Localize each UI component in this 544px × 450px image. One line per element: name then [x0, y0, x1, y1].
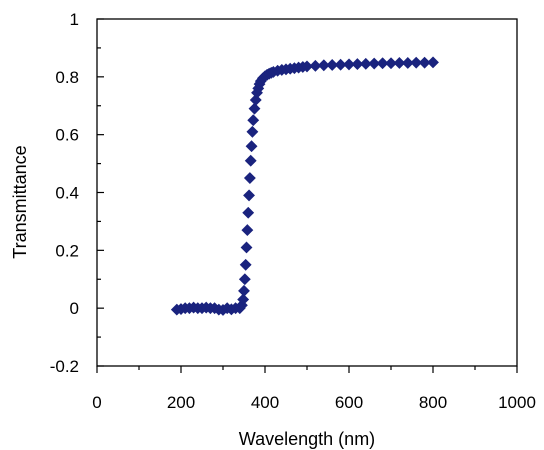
y-axis-title: Transmittance — [10, 145, 30, 258]
data-point — [309, 59, 322, 72]
data-point — [418, 56, 431, 69]
data-point — [343, 58, 355, 71]
data-point — [317, 59, 330, 72]
data-point — [245, 140, 258, 153]
x-tick-label: 400 — [251, 393, 279, 412]
data-point — [301, 60, 313, 73]
data-point — [246, 125, 259, 138]
data-point — [249, 94, 262, 106]
data-point — [241, 224, 254, 237]
data-point — [376, 57, 389, 70]
tick-labels: 0 200 400 600 800 1000 -0.2 0 0.2 0.4 0.6 0.8 1 — [50, 10, 536, 412]
data-point — [410, 56, 423, 69]
y-tick-label: 0.2 — [55, 241, 79, 260]
data-point — [248, 102, 261, 115]
y-tick-label: -0.2 — [50, 357, 79, 376]
data-point — [239, 258, 252, 271]
x-tick-label: 600 — [335, 393, 363, 412]
data-point — [368, 57, 381, 70]
y-tick-label: 1 — [70, 10, 79, 29]
y-tick-label: 0.8 — [55, 68, 79, 87]
data-point — [238, 273, 251, 286]
x-tick-label: 0 — [92, 393, 101, 412]
x-axis-title: Wavelength (nm) — [239, 429, 375, 449]
data-point — [243, 172, 256, 184]
data-point — [427, 56, 439, 69]
data-point — [351, 58, 364, 71]
data-point — [247, 114, 260, 127]
x-tick-label: 200 — [167, 393, 195, 412]
y-tick-label: 0.6 — [55, 126, 79, 145]
data-point — [237, 293, 250, 306]
data-point — [393, 57, 406, 69]
x-tick-label: 800 — [419, 393, 447, 412]
data-point — [240, 241, 253, 254]
data-point — [242, 206, 255, 219]
data-point — [359, 57, 372, 70]
data-point — [326, 59, 339, 71]
y-tick-label: 0 — [70, 299, 79, 318]
data-points — [170, 56, 439, 316]
data-point — [243, 189, 255, 202]
data-point — [385, 57, 397, 70]
plot-frame — [96, 18, 518, 367]
data-point — [238, 284, 250, 297]
data-point — [334, 58, 347, 71]
y-tick-label: 0.4 — [55, 184, 79, 203]
data-point — [401, 57, 414, 69]
data-point — [244, 154, 257, 167]
x-tick-label: 1000 — [498, 393, 536, 412]
